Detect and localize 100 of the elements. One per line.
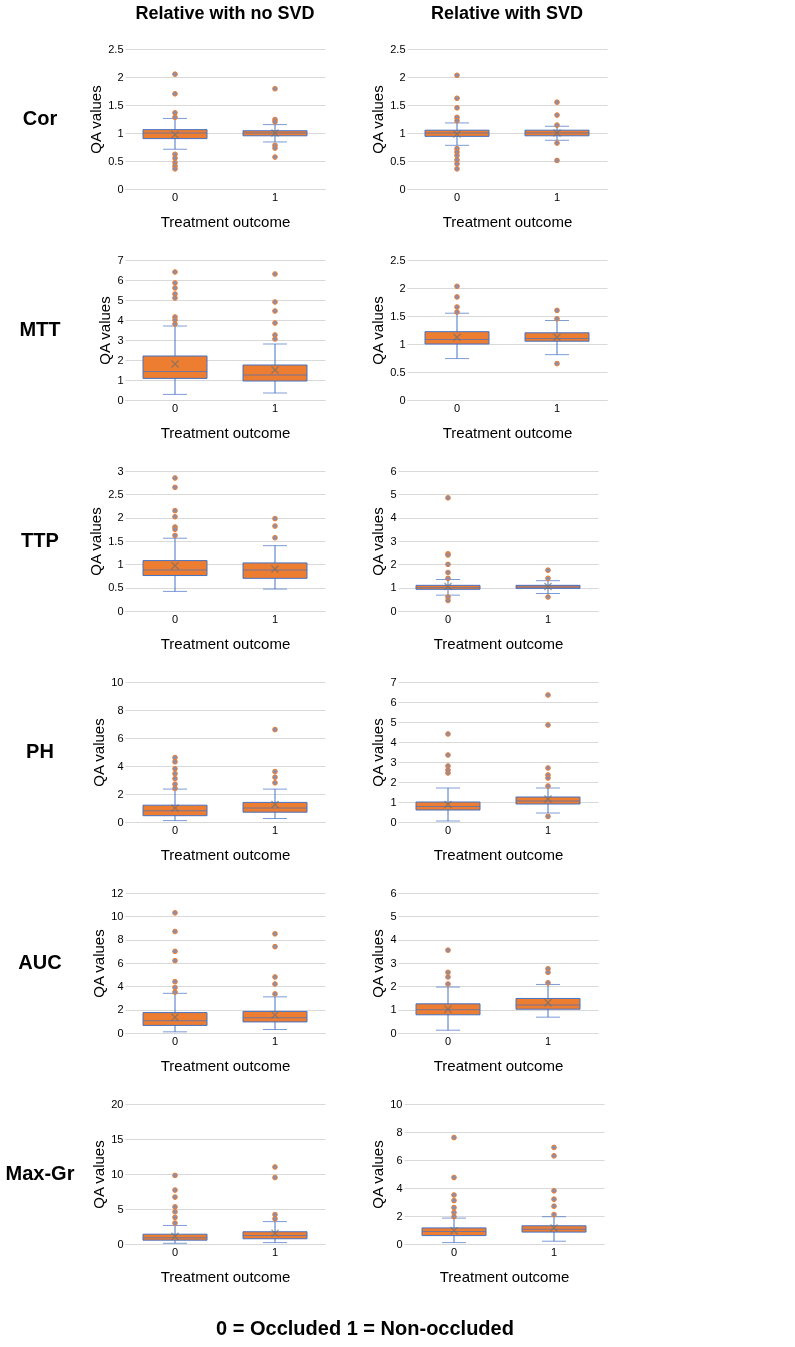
y-tick-label: 1.5: [108, 534, 124, 547]
x-tick-label: 0: [171, 1245, 179, 1258]
y-tick-label: 8: [396, 1125, 403, 1138]
y-tick-label: 8: [117, 933, 124, 946]
y-tick-label: 1.5: [390, 98, 406, 111]
x-tick-label: 1: [544, 823, 552, 836]
y-tick-label: 6: [390, 886, 397, 899]
y-tick-label: 3: [117, 464, 124, 477]
y-tick-label: 10: [111, 909, 124, 922]
y-tick-label: 0: [399, 393, 406, 406]
y-tick-label: 2.5: [390, 42, 406, 55]
x-tick-label: 1: [553, 190, 561, 203]
text: Max-Gr: [5, 1162, 75, 1184]
y-tick-label: 2.5: [108, 487, 124, 500]
y-tick-label: 10: [111, 1167, 124, 1180]
y-tick-label: 5: [117, 1202, 124, 1215]
y-axis-title: QA values: [96, 296, 114, 365]
y-axis-title: QA values: [369, 929, 387, 998]
y-tick-label: 7: [390, 675, 397, 688]
y-tick-label: 0: [390, 815, 397, 828]
x-tick-label: 0: [171, 190, 179, 203]
x-axis-title: Treatment outcome: [160, 212, 291, 230]
y-tick-label: 3: [117, 333, 124, 346]
y-tick-label: 3: [390, 956, 397, 969]
y-tick-label: 0: [117, 182, 124, 195]
y-axis-title: QA values: [369, 1140, 387, 1209]
x-axis-title: Treatment outcome: [160, 1056, 291, 1074]
x-axis-title: Treatment outcome: [433, 634, 564, 652]
y-tick-label: 20: [111, 1097, 124, 1110]
x-tick-label: 0: [171, 823, 179, 836]
y-tick-label: 0.5: [108, 154, 124, 167]
x-axis-title: Treatment outcome: [160, 1267, 291, 1285]
x-axis-title: Treatment outcome: [433, 845, 564, 863]
y-tick-label: 0: [117, 1026, 124, 1039]
x-axis-title: Treatment outcome: [160, 423, 291, 441]
x-tick-label: 0: [444, 612, 452, 625]
y-axis-title: QA values: [90, 1140, 108, 1209]
y-tick-label: 1: [390, 581, 397, 594]
x-tick-label: 0: [444, 1034, 452, 1047]
y-tick-label: 5: [117, 293, 124, 306]
x-tick-label: 1: [271, 1245, 279, 1258]
x-axis-title: Treatment outcome: [442, 212, 573, 230]
y-tick-label: 4: [117, 759, 124, 772]
x-tick-label: 1: [271, 401, 279, 414]
text: PH: [26, 740, 54, 762]
x-axis-title: Treatment outcome: [160, 634, 291, 652]
y-tick-label: 1.5: [108, 98, 124, 111]
x-tick-label: 1: [271, 1034, 279, 1047]
y-tick-label: 7: [117, 253, 124, 266]
x-tick-label: 0: [453, 190, 461, 203]
x-tick-label: 0: [444, 823, 452, 836]
y-tick-label: 1.5: [390, 309, 406, 322]
y-axis-title: QA values: [369, 507, 387, 576]
y-tick-label: 3: [390, 534, 397, 547]
y-axis-title: QA values: [90, 718, 108, 787]
y-tick-label: 0: [117, 1237, 124, 1250]
y-tick-label: 2.5: [390, 253, 406, 266]
x-tick-label: 0: [450, 1245, 458, 1258]
y-tick-label: 0: [390, 1026, 397, 1039]
y-tick-label: 5: [390, 715, 397, 728]
y-tick-label: 4: [390, 933, 397, 946]
y-tick-label: 12: [111, 886, 124, 899]
y-tick-label: 0.5: [108, 581, 124, 594]
y-tick-label: 5: [390, 909, 397, 922]
x-tick-label: 0: [171, 1034, 179, 1047]
y-tick-label: 1: [390, 1003, 397, 1016]
y-tick-label: 2: [390, 979, 397, 992]
x-tick-label: 1: [550, 1245, 558, 1258]
text: MTT: [19, 318, 61, 340]
y-tick-label: 0.5: [390, 154, 406, 167]
y-axis-title: QA values: [369, 85, 387, 154]
y-tick-label: 0: [117, 604, 124, 617]
y-axis-title: QA values: [87, 507, 105, 576]
x-tick-label: 1: [553, 401, 561, 414]
y-tick-label: 2: [117, 70, 124, 83]
x-tick-label: 0: [171, 612, 179, 625]
y-tick-label: 6: [117, 956, 124, 969]
y-tick-label: 3: [390, 755, 397, 768]
chart-title: Relative with SVD: [430, 3, 584, 23]
x-tick-label: 1: [544, 612, 552, 625]
y-tick-label: 10: [111, 675, 124, 688]
y-tick-label: 6: [396, 1153, 403, 1166]
y-tick-label: 4: [117, 313, 124, 326]
y-tick-label: 4: [117, 979, 124, 992]
y-tick-label: 2: [117, 353, 124, 366]
y-tick-label: 6: [390, 695, 397, 708]
y-tick-label: 1: [117, 557, 124, 570]
y-tick-label: 4: [390, 735, 397, 748]
y-axis-title: QA values: [369, 296, 387, 365]
y-tick-label: 2: [399, 70, 406, 83]
y-tick-label: 2: [399, 281, 406, 294]
y-tick-label: 1: [399, 337, 406, 350]
text: TTP: [21, 529, 59, 551]
y-tick-label: 2: [117, 511, 124, 524]
y-tick-label: 2: [396, 1209, 403, 1222]
y-tick-label: 0: [399, 182, 406, 195]
text: 0 = Occluded 1 = Non-occluded: [216, 1317, 514, 1339]
y-tick-label: 5: [390, 487, 397, 500]
y-tick-label: 0: [117, 815, 124, 828]
x-axis-title: Treatment outcome: [442, 423, 573, 441]
